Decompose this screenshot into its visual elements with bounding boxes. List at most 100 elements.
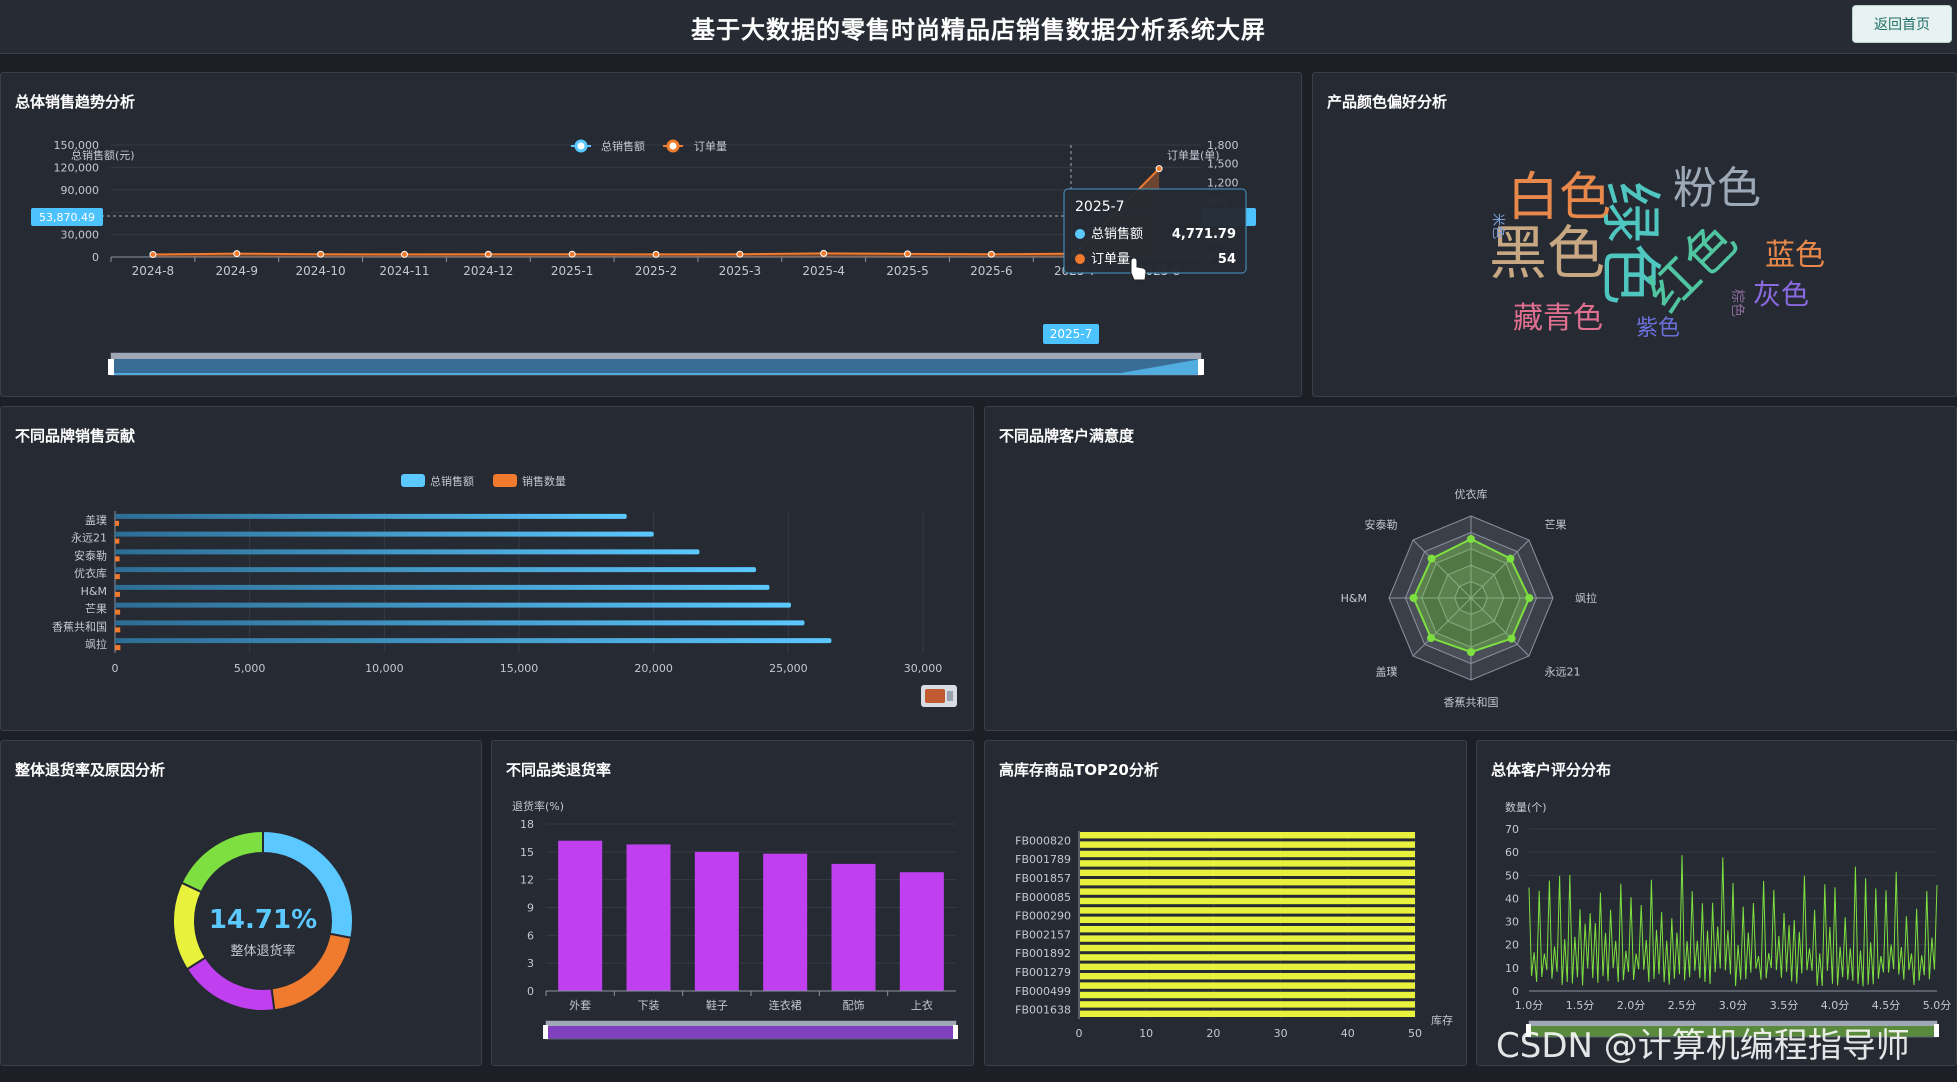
donut-slice[interactable] xyxy=(185,956,276,1012)
word-white[interactable]: 白色 xyxy=(1507,168,1611,228)
orders-point[interactable] xyxy=(568,250,576,258)
category-bar[interactable] xyxy=(763,853,808,991)
word-navy[interactable]: 藏青色 xyxy=(1513,301,1603,336)
donut-slice[interactable] xyxy=(180,829,264,894)
inventory-bar-chart[interactable]: FB000820 FB001789 FB001857 FB000085 FB000290… xyxy=(985,741,1467,1066)
inventory-bar[interactable] xyxy=(1080,907,1415,914)
toolbox-icon[interactable] xyxy=(921,685,957,707)
inventory-bar[interactable] xyxy=(1080,869,1415,876)
orders-point[interactable] xyxy=(736,250,744,258)
inventory-bar[interactable] xyxy=(1080,944,1415,952)
qty-bar[interactable] xyxy=(115,520,120,526)
legend-qty[interactable]: 销售数量 xyxy=(522,474,566,488)
sales-bar[interactable] xyxy=(115,620,805,626)
zoom-handle-right[interactable] xyxy=(1934,1024,1939,1037)
sales-bar[interactable] xyxy=(115,584,770,590)
legend-sales[interactable]: 总销售额 xyxy=(601,139,645,153)
legend[interactable]: 总销售额 销售数量 xyxy=(401,474,566,488)
qty-bar[interactable] xyxy=(115,591,120,597)
radar-point[interactable] xyxy=(1427,554,1436,563)
data-zoom-slider[interactable] xyxy=(543,1020,958,1040)
inventory-bar[interactable] xyxy=(1080,973,1415,980)
radar-point[interactable] xyxy=(1467,534,1475,543)
category-bar[interactable] xyxy=(694,851,739,991)
rating-distribution-chart[interactable]: 数量(个) 70 60 50 40 30 20 10 0 1.0分 1.5分 2.0分 2.5分 3.… xyxy=(1477,741,1957,1066)
inventory-bar[interactable] xyxy=(1080,879,1415,886)
zoom-handle-left[interactable] xyxy=(543,1025,548,1039)
back-home-button[interactable]: 返回首页 xyxy=(1852,5,1952,43)
inventory-bar[interactable] xyxy=(1080,860,1415,867)
data-zoom-slider[interactable] xyxy=(1526,1020,1939,1038)
category-bar[interactable] xyxy=(899,872,944,991)
radar-point[interactable] xyxy=(1506,554,1515,563)
inventory-bar[interactable] xyxy=(1080,832,1415,839)
legend-sales[interactable]: 总销售额 xyxy=(430,474,474,488)
sales-bar[interactable] xyxy=(115,531,654,537)
sales-bar[interactable] xyxy=(115,602,792,608)
word-beige[interactable]: 米色 xyxy=(1490,213,1506,239)
word-green[interactable]: 绿色 xyxy=(1594,181,1667,305)
sales-bar[interactable] xyxy=(115,567,757,573)
orders-point[interactable] xyxy=(652,250,660,258)
inventory-bar[interactable] xyxy=(1080,897,1415,905)
radar-point[interactable] xyxy=(1525,594,1534,602)
inventory-bar[interactable] xyxy=(1080,954,1415,961)
orders-point[interactable] xyxy=(904,250,912,258)
zoom-handle-right[interactable] xyxy=(953,1025,958,1039)
return-rate-donut[interactable]: 14.71% 整体退货率 xyxy=(1,741,482,1066)
sales-trend-chart[interactable]: 总销售额 订单量 总销售额(元) 订单量(单) 150,000 120,000 90… xyxy=(1,73,1302,397)
sales-bar[interactable] xyxy=(115,638,832,644)
word-purple[interactable]: 紫色 xyxy=(1636,316,1680,341)
word-brown[interactable]: 棕色 xyxy=(1729,289,1746,317)
sales-bar[interactable] xyxy=(115,513,627,519)
radar-point[interactable] xyxy=(1467,648,1475,657)
zoom-handle-right[interactable] xyxy=(1198,359,1204,375)
word-pink[interactable]: 粉色 xyxy=(1673,163,1761,214)
inventory-bar[interactable] xyxy=(1080,1010,1415,1017)
qty-bar[interactable] xyxy=(115,556,120,562)
orders-point[interactable] xyxy=(484,250,492,258)
radar-point[interactable] xyxy=(1426,634,1435,643)
inventory-bar[interactable] xyxy=(1080,991,1415,999)
radar-point[interactable] xyxy=(1409,594,1418,602)
qty-bar[interactable] xyxy=(115,645,121,651)
word-blue[interactable]: 蓝色 xyxy=(1765,238,1825,273)
category-bar[interactable] xyxy=(558,840,603,991)
qty-bar[interactable] xyxy=(115,574,120,580)
word-black[interactable]: 黑色 xyxy=(1489,219,1605,287)
legend[interactable]: 总销售额 订单量 xyxy=(571,139,727,153)
inventory-bar[interactable] xyxy=(1080,963,1415,970)
category-bar[interactable] xyxy=(626,844,671,991)
qty-bar[interactable] xyxy=(115,627,121,633)
orders-point[interactable] xyxy=(149,251,157,259)
inventory-bar[interactable] xyxy=(1080,841,1415,848)
data-zoom-slider[interactable] xyxy=(108,352,1204,376)
sales-bar[interactable] xyxy=(115,549,700,555)
inventory-bar[interactable] xyxy=(1080,982,1415,989)
zoom-handle-left[interactable] xyxy=(1526,1024,1531,1037)
qty-bar[interactable] xyxy=(115,609,121,615)
inventory-bar[interactable] xyxy=(1080,888,1415,895)
inventory-bar[interactable] xyxy=(1080,850,1415,858)
category-bar[interactable] xyxy=(831,863,876,991)
inventory-bar[interactable] xyxy=(1080,1001,1415,1008)
inventory-bar[interactable] xyxy=(1080,926,1415,933)
zoom-handle-left[interactable] xyxy=(108,359,114,375)
orders-point[interactable] xyxy=(1155,165,1163,173)
orders-point[interactable] xyxy=(233,250,241,258)
inventory-bar[interactable] xyxy=(1080,916,1415,923)
orders-point[interactable] xyxy=(400,250,408,258)
orders-point[interactable] xyxy=(820,249,828,257)
radar-point[interactable] xyxy=(1507,634,1516,643)
word-gray[interactable]: 灰色 xyxy=(1753,278,1809,311)
qty-bar[interactable] xyxy=(115,538,120,544)
orders-point[interactable] xyxy=(987,250,995,258)
color-word-cloud[interactable]: 白色 黑色 绿色 粉色 红色 蓝色 灰色 藏青色 紫色 米色 棕色 xyxy=(1313,73,1957,397)
legend-orders[interactable]: 订单量 xyxy=(694,140,727,153)
inventory-bar[interactable] xyxy=(1080,935,1415,942)
orders-point[interactable] xyxy=(317,250,325,258)
donut-slice[interactable] xyxy=(172,881,207,971)
category-returns-chart[interactable]: 退货率(%) 18 15 12 9 6 3 0 外套 下装 鞋子 连衣裙 配饰 上衣 xyxy=(492,741,974,1066)
